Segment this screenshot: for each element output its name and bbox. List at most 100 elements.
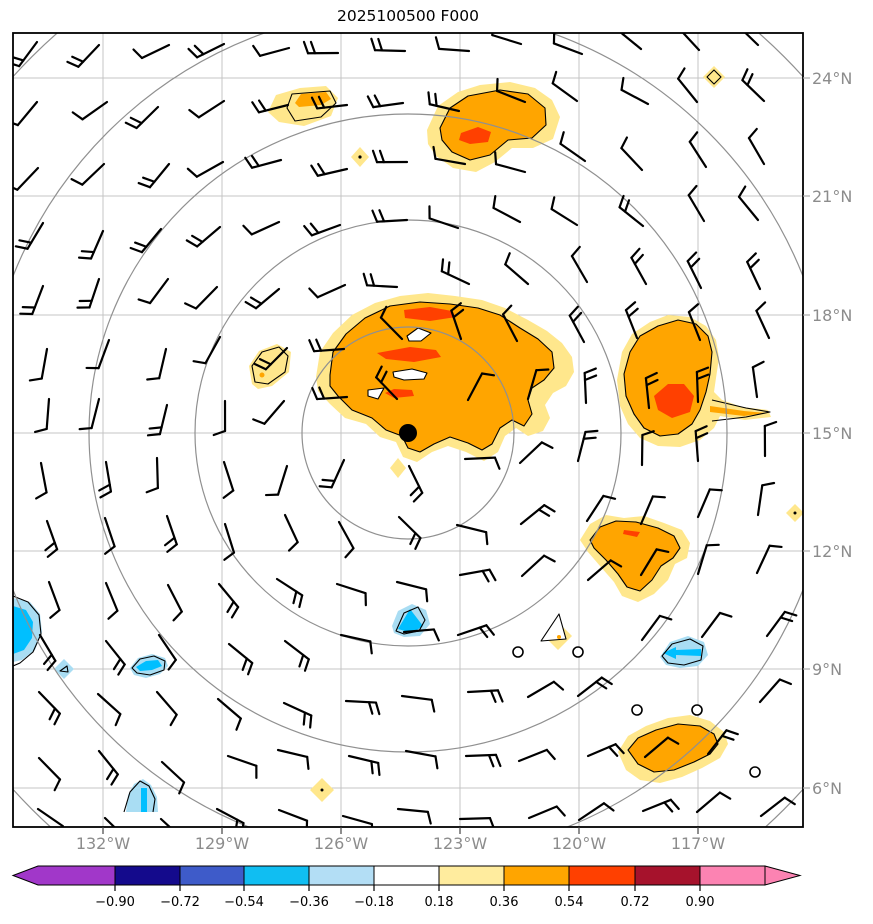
wind-barb-staff: [437, 47, 471, 53]
wind-barb-staff: [165, 514, 178, 546]
wind-barb-tick: [761, 481, 776, 487]
wind-barb-tick: [375, 365, 383, 379]
wind-barb-tick: [117, 663, 126, 676]
wind-barb-tick: [185, 239, 199, 248]
wind-barb-tick: [308, 287, 319, 299]
wind-barb-tick: [555, 805, 566, 817]
wind-barb-staff: [696, 488, 711, 519]
wind-barb-tick: [746, 73, 754, 87]
wind-barb-staff: [275, 577, 304, 597]
wind-barb-staff: [77, 43, 101, 68]
wind-barb-tick: [49, 608, 61, 619]
colorbar: −0.90 −0.72 −0.54 −0.36 −0.18 0.18 0.36 0.54 0.7…: [11, 865, 802, 910]
wind-barb-tick: [658, 614, 673, 621]
wind-barb-tick: [252, 44, 262, 57]
wind-barb-staff: [586, 559, 612, 582]
wind-barb-tick: [450, 302, 462, 312]
wind-barb-tick: [755, 301, 767, 312]
wind-barb-staff: [16, 100, 39, 127]
wind-barb-staff: [695, 370, 700, 404]
wind-barb-staff: [526, 369, 538, 401]
storm-center-marker: [399, 424, 417, 442]
wind-barb-tick: [46, 659, 57, 672]
lat-tick-label: 9°N: [812, 660, 842, 679]
wind-barb-staff: [404, 749, 437, 758]
wind-barb-tick: [559, 131, 565, 145]
wind-barb-tick: [99, 490, 113, 499]
lat-tick-label: 6°N: [812, 779, 842, 798]
wind-barb-tick: [142, 176, 156, 183]
colorbar-over-arrow: [764, 865, 802, 886]
wind-barb-tick: [145, 486, 159, 494]
wind-barb-tick: [741, 18, 746, 29]
colorbar-tick-label: 0.72: [621, 895, 650, 910]
blob-east-tail-outline: [711, 399, 771, 422]
wind-barb-staff: [37, 690, 61, 715]
wind-barb-tick: [440, 258, 445, 273]
wind-barb-tick: [148, 426, 163, 430]
wind-barb-tick: [602, 494, 617, 500]
wind-barb-tick: [377, 37, 384, 52]
wind-barb-tick: [725, 729, 739, 736]
wind-barb-staff: [687, 311, 702, 342]
wind-barb-tick: [412, 491, 424, 503]
wind-barb-tick: [379, 370, 388, 384]
wind-barb-tick: [736, 13, 741, 24]
wind-barb-staff: [737, 195, 760, 222]
wind-barb-staff: [501, 313, 519, 343]
blob-blue-lens-cyan: [136, 660, 162, 671]
wind-barb-tick: [452, 308, 465, 319]
blob-blue-10n-cyan-arrow: [663, 647, 701, 659]
blob-blue-center-south-cyan: [398, 609, 423, 633]
wind-barb-tick: [582, 436, 597, 440]
wind-barb-tick: [188, 108, 200, 119]
wind-barb-staff: [741, 79, 766, 103]
wind-barb-staff: [744, 33, 760, 47]
lat-tick-label: 21°N: [812, 187, 852, 206]
wind-barb-tick: [501, 304, 513, 316]
wind-barb-tick: [434, 36, 441, 50]
wind-barb-staff: [644, 377, 651, 410]
wind-barb-tick: [655, 548, 670, 553]
wind-barb-staff: [495, 89, 527, 104]
wind-barb-tick: [584, 429, 599, 434]
wind-barb-tick: [718, 791, 732, 800]
wind-barb-staff: [504, 263, 530, 286]
wind-barb-staff: [696, 544, 708, 576]
wind-barb-staff: [640, 614, 661, 642]
wind-barb-tick: [71, 111, 84, 121]
calm-circle: [691, 704, 703, 716]
wind-barb-staff: [337, 520, 355, 550]
wind-barb-tick: [318, 485, 333, 489]
colorbar-segment: [634, 865, 701, 886]
blob-12n-red: [623, 530, 640, 537]
blob-blue-dome-cyan: [141, 788, 147, 812]
wind-barb-tick: [663, 801, 674, 813]
wind-barb-staff: [491, 34, 523, 46]
wind-barb-tick: [487, 754, 495, 768]
wind-barb-tick: [620, 136, 629, 150]
wind-barb-staff: [45, 519, 59, 551]
wind-barb-staff: [758, 678, 781, 704]
wind-barb-tick: [687, 303, 700, 314]
wind-barb-tick: [257, 99, 267, 112]
wind-barb-staff: [250, 158, 283, 169]
colorbar-under-arrow: [11, 865, 116, 886]
wind-barb-staff: [583, 371, 588, 405]
wind-barb-staff: [257, 103, 290, 114]
wind-barb-staff: [316, 103, 349, 110]
blob-blue-center-south-outline: [395, 606, 426, 635]
wind-barb-staff: [395, 580, 428, 591]
wind-barb-tick: [317, 162, 326, 176]
wind-barb-staff: [402, 628, 435, 634]
lon-tick-label: 129°W: [195, 834, 250, 853]
wind-barb-staff: [755, 544, 771, 575]
axis-labels: 132°W 129°W 126°W 123°W 120°W 117°W 24°N 21°N 18…: [76, 69, 853, 853]
wind-barb-staff: [194, 285, 219, 310]
blob-center-red-3: [385, 389, 414, 398]
wind-barb-tick: [192, 360, 207, 365]
lon-tick-label: 132°W: [76, 834, 131, 853]
wind-barb-staff: [618, 206, 645, 228]
wind-barb-tick: [494, 753, 502, 768]
wind-barb-tick: [600, 676, 613, 686]
